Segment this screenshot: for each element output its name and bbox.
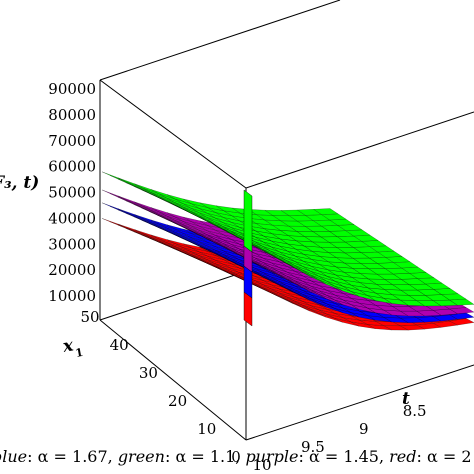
z-tick-label: 30000 — [48, 235, 96, 253]
legend-color-name: blue — [0, 447, 28, 466]
z-axis-label: F₃, t) — [0, 173, 39, 193]
legend-item-purple: purple: α = 1.45, — [245, 447, 389, 466]
x1-axis-ticks: 0 10 20 30 40 50 — [80, 308, 240, 466]
legend-text: α = 2 — [426, 447, 472, 466]
x1-axis-label: x1 — [60, 334, 84, 362]
z-tick-label: 40000 — [48, 209, 96, 227]
z-tick-label: 70000 — [48, 132, 96, 150]
box-edge — [99, 79, 247, 189]
legend-sep: : — [298, 447, 309, 466]
surface-cell — [101, 202, 127, 213]
legend-sep: : — [164, 447, 176, 466]
t-tick-label: 8.5 — [403, 402, 427, 420]
surfaces — [101, 171, 474, 331]
t-tick-label: 9 — [359, 420, 369, 438]
legend-text: α = 1.45, — [308, 447, 390, 466]
surface-cell — [101, 189, 127, 200]
z-tick-label: 20000 — [48, 261, 96, 279]
x1-tick-label: 30 — [139, 364, 158, 382]
legend-color-name: green — [117, 447, 165, 466]
surface-cell — [118, 223, 143, 234]
box-edge — [245, 111, 474, 189]
z-tick-label: 90000 — [48, 80, 96, 98]
z-tick-label: 60000 — [48, 158, 96, 176]
t-axis-label: t — [402, 389, 410, 409]
legend-text: α = 1.1, — [175, 447, 246, 466]
t-axis-ticks: 10 9.5 9 8.5 — [252, 402, 426, 474]
legend: blue: α = 1.67, green: α = 1.1, purple: … — [0, 447, 472, 466]
legend-sep: : — [27, 447, 38, 466]
surface-cell — [101, 218, 127, 228]
surface-cell — [142, 205, 167, 217]
wall-cell — [243, 189, 253, 253]
surface-cell — [313, 208, 339, 215]
z-tick-label: 50000 — [48, 184, 96, 202]
surface-cell — [118, 208, 143, 219]
x1-tick-label: 0 — [231, 448, 241, 466]
x1-tick-label: 20 — [168, 392, 187, 410]
t-tick-label: 10 — [252, 456, 271, 474]
surface-green — [101, 171, 474, 307]
box-edge — [99, 0, 341, 81]
legend-color-name: purple — [245, 447, 299, 466]
surface-cell — [118, 195, 143, 207]
legend-text: α = 1.67, — [37, 447, 118, 466]
legend-color-name: red — [389, 447, 417, 466]
z-tick-label: 10000 — [48, 287, 96, 305]
z-axis-ticks: 10000 20000 30000 40000 50000 60000 70000 80000… — [48, 80, 96, 305]
x1-tick-label: 50 — [80, 308, 99, 326]
z-tick-label: 80000 — [48, 106, 96, 124]
legend-item-red: red: α = 2 — [389, 447, 471, 466]
legend-sep: : — [416, 447, 427, 466]
surface-cell — [118, 177, 143, 189]
box-edge — [245, 364, 474, 441]
surface-cell — [142, 187, 167, 199]
t-tick-label: 9.5 — [301, 438, 325, 456]
surface-wall — [243, 189, 253, 327]
x1-axis-label-sub: 1 — [74, 346, 84, 360]
surface-cell — [142, 218, 167, 229]
x1-tick-label: 10 — [197, 420, 216, 438]
x1-tick-label: 40 — [110, 336, 129, 354]
legend-item-green: green: α = 1.1, — [118, 447, 246, 466]
surface-cell — [134, 229, 159, 239]
box-edge — [99, 269, 251, 321]
surface-cell — [101, 171, 127, 182]
legend-item-blue: blue: α = 1.67, — [0, 447, 118, 466]
box-edge — [99, 319, 247, 441]
x1-axis-label-main: x — [60, 335, 75, 357]
